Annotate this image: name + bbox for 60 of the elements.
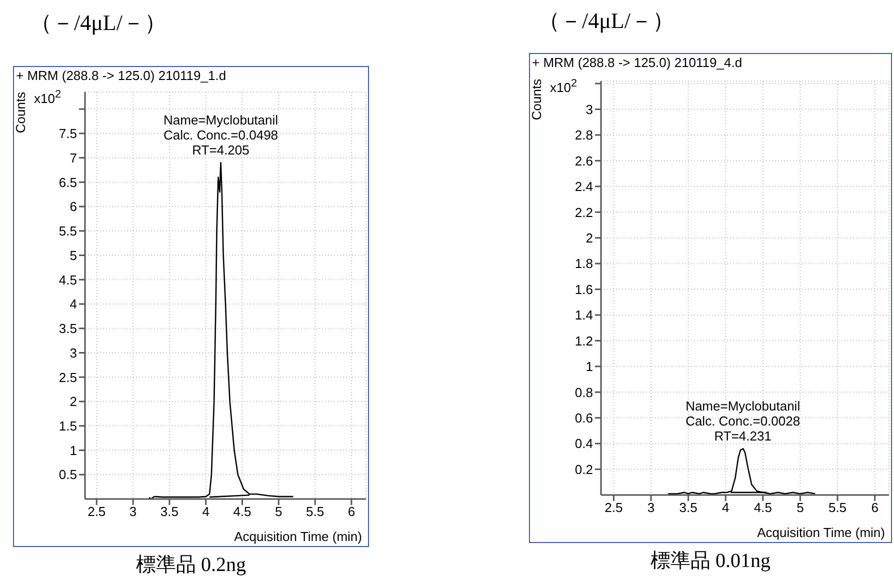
chart-subtitle: + MRM (288.8 -> 125.0) 210119_1.d xyxy=(16,68,226,83)
y-tick-label: 0.5 xyxy=(58,467,77,482)
x-tick-label: 2.5 xyxy=(604,500,623,516)
x-axis-title: Acquisition Time (min) xyxy=(234,529,362,544)
y-tick-label: 2.6 xyxy=(574,153,593,168)
y-tick-label: 2.8 xyxy=(574,128,593,143)
x-tick-label: 5.5 xyxy=(306,504,324,520)
y-tick-label: 0.2 xyxy=(574,462,593,477)
chart-subtitle: + MRM (288.8 -> 125.0) 210119_4.d xyxy=(532,55,742,70)
y-tick-label: 6 xyxy=(70,199,77,214)
y-tick-label: 5 xyxy=(70,248,77,263)
y-axis-title: Counts xyxy=(13,92,28,134)
y-tick-label: 1.6 xyxy=(574,282,593,297)
y-tick-label: 1 xyxy=(70,442,77,458)
y-tick-label: 2 xyxy=(586,230,593,246)
y-tick-label: 2 xyxy=(70,394,77,410)
x-tick-label: 3.5 xyxy=(679,500,698,516)
x-tick-label: 5.5 xyxy=(828,500,847,516)
x-tick-label: 3.5 xyxy=(160,504,178,520)
y-tick-label: 1.2 xyxy=(574,333,593,348)
y-tick-label: 4.5 xyxy=(58,272,77,288)
text: x10$^{2}$ xyxy=(34,89,61,106)
y-tick-label: 3 xyxy=(70,345,77,360)
y-tick-label: 2.5 xyxy=(58,370,77,385)
x-tick-label: 4 xyxy=(722,500,730,516)
y-tick-label: 0.6 xyxy=(574,410,593,426)
x-tick-label: 4.5 xyxy=(754,500,772,516)
x-axis-title: Acquisition Time (min) xyxy=(757,525,885,540)
y-tick-label: 5.5 xyxy=(58,224,77,239)
y-tick-label: 4 xyxy=(70,296,77,312)
x-tick-label: 6 xyxy=(348,504,356,520)
y-tick-label: 3.5 xyxy=(58,321,77,336)
annotation: Name=Myclobutanil Calc. Conc.=0.0498 RT=4.205 xyxy=(163,112,278,158)
y-tick-label: 1.4 xyxy=(574,308,593,323)
y-axis-title: Counts xyxy=(529,78,544,120)
y-tick-label: 2.2 xyxy=(574,204,593,220)
x-tick-label: 3 xyxy=(647,500,655,516)
y-tick-label: 0.4 xyxy=(574,436,593,452)
x-tick-label: 4.5 xyxy=(233,504,252,520)
y-tick-label: 2.4 xyxy=(574,179,593,194)
x-tick-label: 6 xyxy=(871,500,878,516)
chart-title: （－/4μL/－） xyxy=(30,9,166,37)
y-tick-label: 0.8 xyxy=(574,384,593,400)
text: 標準品 0.2ng xyxy=(135,553,247,578)
y-tick-label: 7.5 xyxy=(58,126,77,142)
y-tick-label: 1.5 xyxy=(58,418,77,434)
x-tick-label: 3 xyxy=(129,504,137,520)
x-tick-label: 5 xyxy=(796,500,804,516)
text: 標準品 0.01ng xyxy=(650,549,772,574)
chart-title: （－/4μL/－） xyxy=(538,7,674,35)
text: x10$^{2}$ xyxy=(550,78,577,96)
y-tick-label: 3 xyxy=(586,102,593,117)
x-tick-label: 2.5 xyxy=(88,504,106,520)
y-tick-label: 1.8 xyxy=(574,256,593,272)
y-tick-label: 6.5 xyxy=(58,174,77,190)
y-tick-label: 1 xyxy=(586,359,593,374)
y-tick-label: 7 xyxy=(70,150,77,166)
x-tick-label: 4 xyxy=(202,504,210,520)
x-tick-label: 5 xyxy=(275,504,282,520)
annotation: Name=Myclobutanil Calc. Conc.=0.0028 RT=4.231 xyxy=(686,398,800,444)
